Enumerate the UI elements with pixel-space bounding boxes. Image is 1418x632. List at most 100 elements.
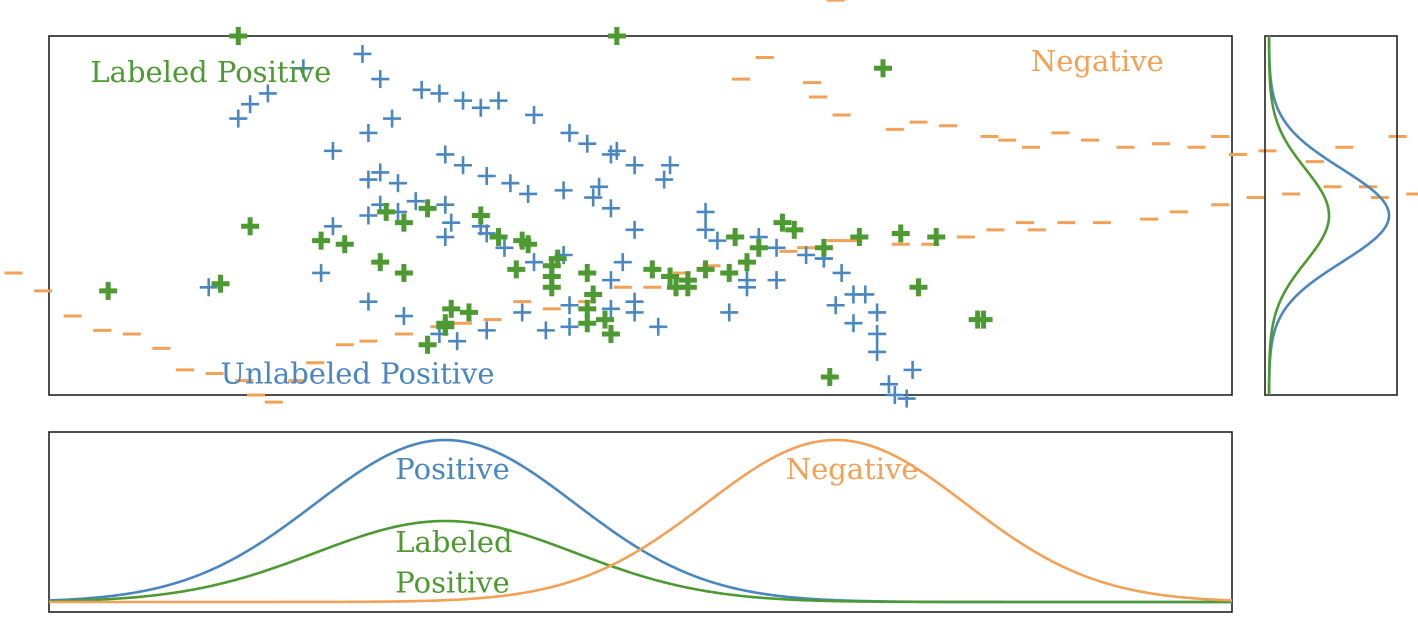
unlabeled-positive-point xyxy=(708,231,727,250)
unlabeled-positive-point xyxy=(513,303,532,322)
labeled-positive-point xyxy=(596,310,615,329)
bottom-density-panel: Positive Labeled Positive Negative xyxy=(48,431,1233,613)
unlabeled-positive-point xyxy=(601,199,620,218)
labeled-positive-point xyxy=(820,368,839,387)
labeled-positive-point xyxy=(661,267,680,286)
labeled-positive-point xyxy=(548,249,567,268)
labeled-positive-point xyxy=(377,202,396,221)
unlabeled-positive-point xyxy=(442,213,461,232)
unlabeled-positive-point xyxy=(525,253,544,272)
unlabeled-positive-point xyxy=(359,123,378,142)
unlabeled-positive-point xyxy=(489,91,508,110)
unlabeled-positive-point xyxy=(661,156,680,175)
unlabeled-positive-point xyxy=(560,296,579,315)
unlabeled-positive-point xyxy=(613,253,632,272)
unlabeled-positive-point xyxy=(359,292,378,311)
side-density-panel-frame xyxy=(1264,35,1398,396)
labeled-positive-point xyxy=(418,335,437,354)
labeled-positive-density-curve xyxy=(48,519,1232,604)
negative-density-curve xyxy=(49,438,1233,604)
unlabeled-positive-point xyxy=(560,123,579,142)
unlabeled-positive-point xyxy=(625,303,644,322)
unlabeled-positive-point xyxy=(601,271,620,290)
unlabeled-positive-point xyxy=(454,91,473,110)
positive-side-density-curve xyxy=(1267,35,1391,396)
labeled-positive-point xyxy=(850,228,869,247)
unlabeled-positive-point xyxy=(454,156,473,175)
annotation-negative: Negative xyxy=(1031,44,1164,78)
unlabeled-positive-point xyxy=(448,332,467,351)
labeled-positive-point xyxy=(720,263,739,282)
unlabeled-positive-point xyxy=(797,245,816,264)
annotation-labeled-positive: Labeled Positive xyxy=(90,55,331,89)
unlabeled-positive-point xyxy=(477,321,496,340)
unlabeled-positive-point xyxy=(536,321,555,340)
labeled-positive-point xyxy=(436,317,455,336)
bottom-annotations: Positive Labeled Positive Negative xyxy=(395,452,918,599)
labeled-positive-point xyxy=(507,260,526,279)
unlabeled-positive-point xyxy=(879,375,898,394)
labeled-positive-point xyxy=(737,253,756,272)
labeled-positive-point xyxy=(974,310,993,329)
labeled-positive-point xyxy=(471,206,490,225)
labeled-positive-point xyxy=(773,213,792,232)
unlabeled-positive-point xyxy=(199,278,218,297)
labeled-positive-point xyxy=(335,235,354,254)
annotation-labeled-positive-2: Positive xyxy=(395,566,509,600)
unlabeled-positive-point xyxy=(584,188,603,207)
unlabeled-positive-point xyxy=(388,174,407,193)
labeled-positive-side-density-curve xyxy=(1267,36,1331,395)
labeled-positive-point xyxy=(519,235,538,254)
labeled-positive-point xyxy=(891,224,910,243)
unlabeled-positive-point xyxy=(737,278,756,297)
annotation-negative-density: Negative xyxy=(786,452,919,486)
labeled-positive-point xyxy=(418,199,437,218)
unlabeled-positive-point xyxy=(720,303,739,322)
labeled-positive-point xyxy=(927,228,946,247)
side-density-curves xyxy=(1267,35,1391,396)
labeled-positive-point xyxy=(312,231,331,250)
labeled-positive-point xyxy=(909,278,928,297)
unlabeled-positive-point xyxy=(696,220,715,239)
unlabeled-positive-point xyxy=(868,303,887,322)
labeled-positive-point xyxy=(785,220,804,239)
annotation-unlabeled-positive: Unlabeled Positive xyxy=(221,356,495,390)
unlabeled-positive-point xyxy=(856,285,875,304)
scatter-panel: Labeled Positive Unlabeled Positive Nega… xyxy=(4,0,1418,408)
labeled-positive-point xyxy=(678,271,697,290)
unlabeled-positive-point xyxy=(501,174,520,193)
unlabeled-positive-point xyxy=(359,206,378,225)
unlabeled-positive-point xyxy=(471,98,490,117)
unlabeled-positive-point xyxy=(649,317,668,336)
unlabeled-positive-point xyxy=(844,314,863,333)
bottom-density-panel-frame xyxy=(48,431,1233,613)
unlabeled-positive-point xyxy=(590,177,609,196)
side-density-panel xyxy=(1264,35,1398,396)
unlabeled-positive-point xyxy=(323,141,342,160)
unlabeled-positive-point xyxy=(495,238,514,257)
labeled-positive-point xyxy=(99,281,118,300)
unlabeled-positive-point xyxy=(868,342,887,361)
labeled-positive-point xyxy=(578,263,597,282)
labeled-positive-point xyxy=(241,217,260,236)
unlabeled-positive-point xyxy=(767,238,786,257)
unlabeled-positive-point xyxy=(241,95,260,114)
labeled-positive-point xyxy=(814,238,833,257)
labeled-positive-point xyxy=(229,27,248,45)
unlabeled-positive-point xyxy=(601,299,620,318)
unlabeled-positive-point xyxy=(436,228,455,247)
labeled-positive-point xyxy=(489,228,508,247)
unlabeled-positive-point xyxy=(826,296,845,315)
labeled-positive-point xyxy=(874,59,893,78)
labeled-positive-point xyxy=(442,299,461,318)
unlabeled-positive-point xyxy=(312,263,331,282)
annotation-positive: Positive xyxy=(395,452,509,486)
scatter-panel-frame xyxy=(48,35,1233,396)
unlabeled-positive-point xyxy=(371,70,390,89)
unlabeled-positive-point xyxy=(353,44,372,63)
unlabeled-positive-point xyxy=(436,195,455,214)
unlabeled-positive-point xyxy=(323,217,342,236)
unlabeled-positive-point xyxy=(519,184,538,203)
unlabeled-positive-point xyxy=(383,109,402,128)
